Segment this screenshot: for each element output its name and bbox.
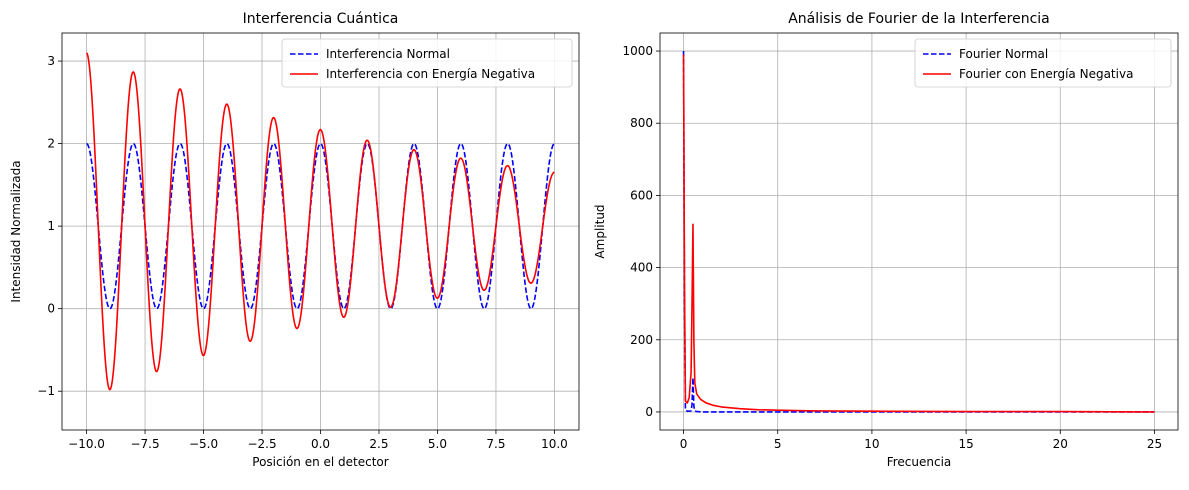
x-tick-label: 10.0 (541, 437, 568, 451)
x-tick-label: 10 (864, 437, 879, 451)
x-tick-label: 5 (774, 437, 782, 451)
y-tick-label: 600 (630, 188, 653, 202)
x-tick-label: −2.5 (247, 437, 276, 451)
legend-label-2: Interferencia con Energía Negativa (326, 67, 535, 81)
x-tick-label: 7.5 (486, 437, 505, 451)
y-tick-label: 400 (630, 261, 653, 275)
series-line-2 (682, 54, 1155, 413)
plot-area (682, 51, 1155, 413)
y-tick-label: 1000 (622, 44, 653, 58)
x-tick-label: −5.0 (189, 437, 218, 451)
grid (62, 33, 579, 430)
x-tick-label: 5.0 (428, 437, 447, 451)
legend-box (281, 38, 573, 88)
x-axis-label: Posición en el detector (252, 455, 388, 469)
series-line-1 (86, 142, 555, 310)
y-tick-label: −1 (37, 384, 55, 398)
legend: Fourier Normal Fourier con Energía Negati… (914, 38, 1172, 88)
y-axis-label: Amplitud (593, 204, 607, 258)
y-tick-label: 1 (47, 219, 55, 233)
x-tick-label: 2.5 (369, 437, 388, 451)
chart-title: Análisis de Fourier de la Interferencia (788, 11, 1050, 27)
legend-label-2: Fourier con Energía Negativa (959, 67, 1133, 81)
y-tick-label: 200 (630, 333, 653, 347)
series-line-1 (682, 51, 1155, 413)
x-tick-label: 0 (680, 437, 688, 451)
y-tick-label: 2 (47, 137, 55, 151)
chart-title: Interferencia Cuántica (243, 11, 399, 27)
x-tick-label: −7.5 (130, 437, 159, 451)
y-tick-label: 0 (645, 405, 653, 419)
x-tick-label: −10.0 (68, 437, 105, 451)
series-line-2 (85, 52, 555, 391)
legend: Interferencia Normal Interferencia con En… (281, 38, 573, 88)
axes-frame (659, 32, 1179, 431)
y-tick-label: 3 (47, 54, 55, 68)
legend-label-1: Fourier Normal (959, 47, 1048, 61)
x-tick-label: 25 (1147, 437, 1162, 451)
y-axis-label: Intensidad Normalizada (9, 160, 23, 302)
legend-label-1: Interferencia Normal (326, 47, 450, 61)
x-tick-label: 0.0 (311, 437, 330, 451)
x-tick-label: 15 (958, 437, 973, 451)
y-tick-label: 0 (47, 302, 55, 316)
y-tick-label: 800 (630, 116, 653, 130)
plot-area (85, 52, 555, 391)
legend-box (914, 38, 1172, 88)
x-tick-label: 20 (1053, 437, 1068, 451)
grid (660, 33, 1178, 430)
x-axis-label: Frecuencia (887, 455, 952, 469)
chart-2: 0 5 10 15 20 25 0 200 400 600 800 1000 Análisis de F… (593, 11, 1179, 469)
chart-1: −10.0 −7.5 −5.0 −2.5 0.0 2.5 5.0 7.5 10.0 −1 0 1 2 3 I… (9, 11, 580, 469)
